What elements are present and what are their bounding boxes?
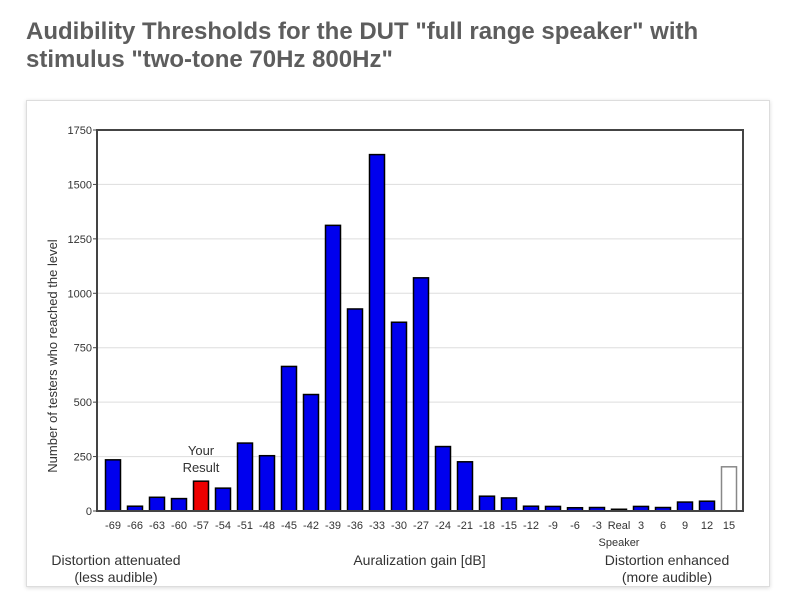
bar xyxy=(302,393,320,512)
bar xyxy=(720,466,738,512)
x-tick-label: -12 xyxy=(523,520,539,532)
distortion-attenuated-line2: (less audible) xyxy=(74,569,158,585)
bar xyxy=(236,442,254,512)
x-tick-label: 6 xyxy=(660,520,666,532)
y-tick-label: 750 xyxy=(74,343,92,355)
x-tick-label: -9 xyxy=(548,520,558,532)
x-tick-label: -63 xyxy=(149,520,165,532)
x-axis-title: Auralization gain [dB] xyxy=(353,552,486,568)
y-tick-label: 1750 xyxy=(68,125,92,137)
bar xyxy=(258,454,276,512)
bar xyxy=(324,224,342,512)
x-tick-label: -3 xyxy=(592,520,602,532)
bar-chart: Number of testers who reached the level … xyxy=(45,125,744,549)
your-result-label-line2: Result xyxy=(183,460,220,475)
x-tick-label: -30 xyxy=(391,520,407,532)
y-tick-label: 250 xyxy=(74,452,92,464)
y-tick-label: 1500 xyxy=(68,179,92,191)
distortion-attenuated-line1: Distortion attenuated xyxy=(51,552,181,568)
x-tick-label: 15 xyxy=(723,520,735,532)
bar xyxy=(456,461,474,512)
x-tick-label: -60 xyxy=(171,520,187,532)
distortion-enhanced-label: Distortion enhanced (more audible) xyxy=(592,552,742,586)
bar xyxy=(170,497,188,512)
bar xyxy=(412,277,430,512)
x-tick-label: -42 xyxy=(303,520,319,532)
x-tick-label: -48 xyxy=(259,520,275,532)
bar xyxy=(104,459,122,512)
x-tick-label: -18 xyxy=(479,520,495,532)
x-tick-label: -6 xyxy=(570,520,580,532)
bar xyxy=(698,500,716,512)
bar xyxy=(676,501,694,512)
page-title: Audibility Thresholds for the DUT "full … xyxy=(26,18,699,73)
y-axis-title: Number of testers who reached the level xyxy=(45,239,60,473)
x-tick-label: -51 xyxy=(237,520,253,532)
x-tick-label: 3 xyxy=(638,520,644,532)
x-tick-label: -33 xyxy=(369,520,385,532)
bar xyxy=(214,487,232,512)
x-tick-label: -69 xyxy=(105,520,121,532)
bar xyxy=(478,495,496,512)
your-result-label-line1: Your xyxy=(188,443,215,458)
x-tick-label: -39 xyxy=(325,520,341,532)
distortion-enhanced-line1: Distortion enhanced xyxy=(604,552,730,568)
distortion-attenuated-label: Distortion attenuated (less audible) xyxy=(41,552,191,586)
x-tick-label: Real Speaker xyxy=(599,520,640,549)
bars xyxy=(104,153,738,512)
bar xyxy=(346,308,364,512)
bar xyxy=(434,445,452,512)
x-tick-label: -36 xyxy=(347,520,363,532)
bar xyxy=(368,153,386,512)
chart-card: Number of testers who reached the level … xyxy=(26,100,770,587)
x-tick-label: -57 xyxy=(193,520,209,532)
y-tick-label: 1250 xyxy=(68,234,92,246)
plot-frame xyxy=(96,129,744,512)
y-tick-labels: 0 250 500 750 1000 1250 1500 1750 xyxy=(68,125,92,518)
x-tick-label: -24 xyxy=(435,520,451,532)
x-tick-label: 9 xyxy=(682,520,688,532)
bar xyxy=(148,496,166,512)
x-tick-label: -45 xyxy=(281,520,297,532)
your-result-annotation: Your Result xyxy=(183,443,220,475)
x-tick-label: -21 xyxy=(457,520,473,532)
distortion-enhanced-line2: (more audible) xyxy=(621,569,713,585)
x-tick-label: -66 xyxy=(127,520,143,532)
y-tick-label: 0 xyxy=(86,506,92,518)
x-tick-label: -27 xyxy=(413,520,429,532)
x-tick-label: -15 xyxy=(501,520,517,532)
x-tick-label: 12 xyxy=(701,520,713,532)
y-tick-label: 1000 xyxy=(68,288,92,300)
bar xyxy=(192,480,210,512)
bar xyxy=(390,321,408,512)
bar xyxy=(500,497,518,512)
x-tick-label: -54 xyxy=(215,520,231,532)
x-tick-labels: -69 -66 -63 -60 -57 -54 -51 -48 -45 -42 -39 -36 -33-… xyxy=(105,520,735,549)
y-tick-label: 500 xyxy=(74,397,92,409)
bar xyxy=(280,365,298,512)
